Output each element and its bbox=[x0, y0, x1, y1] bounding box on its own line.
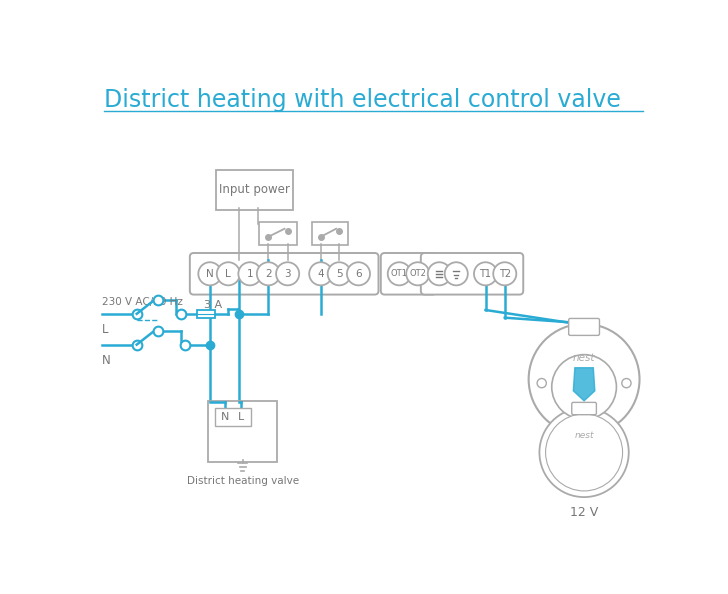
Text: District heating with electrical control valve: District heating with electrical control… bbox=[103, 89, 620, 112]
Circle shape bbox=[537, 378, 546, 388]
FancyBboxPatch shape bbox=[215, 407, 250, 426]
Text: 4: 4 bbox=[317, 269, 324, 279]
Circle shape bbox=[388, 262, 411, 285]
Circle shape bbox=[276, 262, 299, 285]
Text: 6: 6 bbox=[355, 269, 362, 279]
FancyBboxPatch shape bbox=[216, 170, 293, 210]
Circle shape bbox=[328, 262, 351, 285]
FancyBboxPatch shape bbox=[312, 222, 349, 245]
Circle shape bbox=[545, 414, 622, 491]
Polygon shape bbox=[574, 368, 595, 401]
Circle shape bbox=[539, 407, 629, 497]
Text: 1: 1 bbox=[247, 269, 253, 279]
Circle shape bbox=[529, 324, 639, 435]
Circle shape bbox=[428, 262, 451, 285]
Text: T1: T1 bbox=[480, 269, 491, 279]
Text: T2: T2 bbox=[499, 269, 511, 279]
Text: nest: nest bbox=[574, 431, 594, 440]
FancyBboxPatch shape bbox=[421, 253, 523, 295]
Circle shape bbox=[622, 378, 631, 388]
Text: District heating valve: District heating valve bbox=[186, 476, 298, 485]
FancyBboxPatch shape bbox=[259, 222, 297, 245]
Text: L: L bbox=[226, 269, 232, 279]
Text: N: N bbox=[206, 269, 214, 279]
Text: 3: 3 bbox=[285, 269, 291, 279]
Text: 5: 5 bbox=[336, 269, 343, 279]
Circle shape bbox=[494, 262, 516, 285]
Text: nest: nest bbox=[573, 353, 596, 363]
Circle shape bbox=[445, 262, 468, 285]
Bar bbox=[197, 310, 215, 318]
FancyBboxPatch shape bbox=[190, 253, 379, 295]
Text: N: N bbox=[221, 412, 229, 422]
Circle shape bbox=[238, 262, 261, 285]
Circle shape bbox=[406, 262, 430, 285]
Circle shape bbox=[347, 262, 370, 285]
Text: N: N bbox=[102, 353, 111, 366]
FancyBboxPatch shape bbox=[569, 318, 599, 336]
Text: 12 V: 12 V bbox=[570, 506, 598, 519]
Text: 2: 2 bbox=[265, 269, 272, 279]
FancyBboxPatch shape bbox=[208, 401, 277, 462]
Circle shape bbox=[217, 262, 240, 285]
Text: OT2: OT2 bbox=[409, 269, 426, 279]
Text: L: L bbox=[102, 323, 108, 336]
Text: 230 V AC/50 Hz: 230 V AC/50 Hz bbox=[102, 297, 183, 307]
FancyBboxPatch shape bbox=[571, 402, 596, 415]
Text: OT1: OT1 bbox=[391, 269, 408, 279]
Circle shape bbox=[257, 262, 280, 285]
Circle shape bbox=[474, 262, 497, 285]
Circle shape bbox=[552, 355, 617, 419]
Circle shape bbox=[309, 262, 332, 285]
Text: Input power: Input power bbox=[219, 184, 290, 197]
Text: 3 A: 3 A bbox=[205, 299, 223, 309]
FancyBboxPatch shape bbox=[381, 253, 436, 295]
Circle shape bbox=[198, 262, 221, 285]
Text: L: L bbox=[237, 412, 244, 422]
